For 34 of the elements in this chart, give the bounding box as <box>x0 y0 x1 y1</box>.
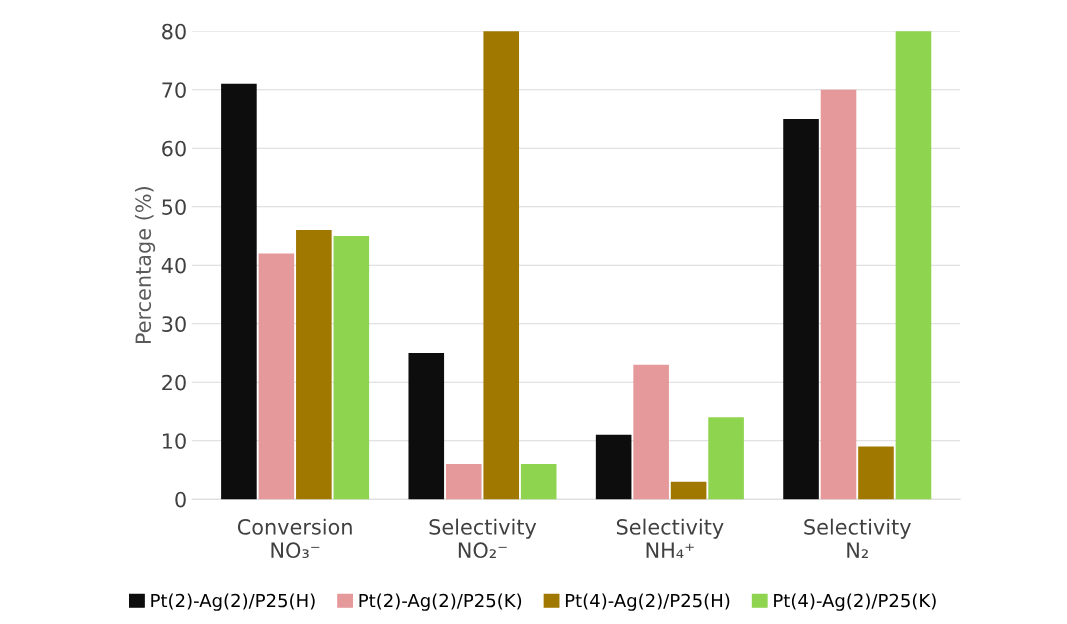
legend-label: Pt(2)-Ag(2)/P25(K) <box>359 593 522 611</box>
y-tick-label: 40 <box>161 257 186 274</box>
bar <box>408 352 445 500</box>
legend-label: Pt(4)-Ag(2)/P25(H) <box>565 593 730 611</box>
bar <box>820 89 857 500</box>
y-tick-label: 80 <box>162 23 186 40</box>
bar <box>258 253 295 500</box>
legend-label: Pt(4)-Ag(2)/P25(K) <box>774 593 936 611</box>
bar <box>221 83 257 500</box>
bar <box>483 31 520 500</box>
bar <box>595 434 632 500</box>
y-tick-label: 10 <box>162 433 186 449</box>
bar <box>895 31 932 500</box>
x-tick-label: Conversion NO₃⁻ <box>237 518 352 559</box>
x-tick-label: Selectivity N₂ <box>804 518 911 558</box>
bar <box>296 230 332 500</box>
legend-label: Pt(2)-Ag(2)/P25(H) <box>151 593 315 611</box>
bar <box>333 235 370 500</box>
bar <box>708 417 744 500</box>
bar <box>633 364 669 500</box>
y-axis-title: Percentage (%) <box>134 187 156 344</box>
bar <box>858 446 894 500</box>
x-tick-label: Selectivity NO₂⁻ <box>429 518 537 559</box>
bar <box>670 481 707 500</box>
y-tick-label: 70 <box>162 82 186 98</box>
y-tick-label: 30 <box>162 316 186 332</box>
y-tick-label: 50 <box>162 199 186 215</box>
y-tick-label: 20 <box>162 374 186 391</box>
y-tick-label: 60 <box>162 140 186 157</box>
bar <box>445 464 482 500</box>
y-tick-label: 0 <box>175 491 186 508</box>
bar <box>783 118 819 500</box>
x-tick-label: Selectivity NH₄⁺ <box>616 518 724 558</box>
bar <box>520 464 557 500</box>
